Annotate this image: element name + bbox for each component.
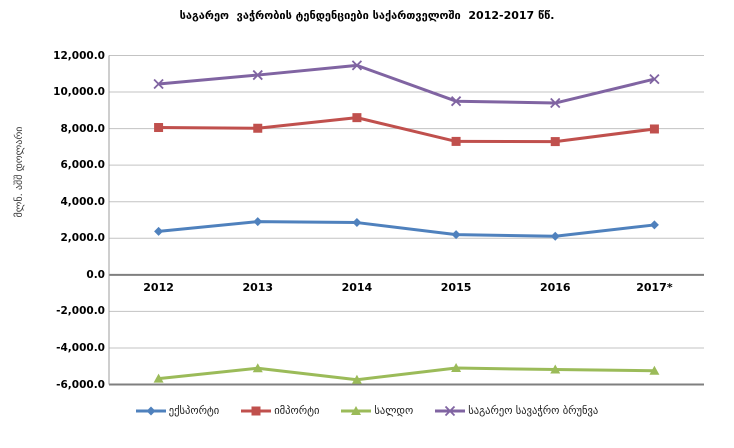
series-იმპორტი <box>154 113 659 147</box>
square-marker <box>550 137 560 147</box>
series-საგარეო სავაჭრო ბრუნვა <box>153 60 660 109</box>
y-tick-label: -2,000.0 <box>56 305 105 318</box>
x-marker <box>450 96 462 107</box>
triangle-marker <box>649 365 660 375</box>
x-marker <box>252 69 263 81</box>
square-marker <box>649 124 659 134</box>
x-tick-label: 2012 <box>143 281 174 294</box>
legend-item: სალდო <box>341 405 413 417</box>
series-line <box>158 220 655 238</box>
square-marker <box>352 113 362 123</box>
y-tick-label: 12,000.0 <box>53 49 105 62</box>
square-marker <box>451 136 461 146</box>
diamond-marker <box>253 217 263 227</box>
legend-label: ექსპორტი <box>168 405 220 417</box>
series-სალდო <box>153 363 660 384</box>
legend-marker <box>135 406 166 416</box>
diamond-marker <box>154 226 164 236</box>
legend-marker <box>341 406 372 415</box>
triangle-marker <box>351 406 362 415</box>
x-tick-label: 2016 <box>539 281 571 294</box>
y-tick-label: 6,000.0 <box>60 159 105 172</box>
triangle-marker <box>550 364 561 374</box>
series-line <box>158 116 655 144</box>
triangle-marker <box>451 363 462 373</box>
chart-title: საგარეო ვაჭრობის ტენდენციები საქართველოშ… <box>179 9 555 22</box>
legend-item: იმპორტი <box>241 405 319 417</box>
x-marker <box>351 60 363 71</box>
legend-marker <box>435 405 466 417</box>
diamond-marker <box>451 230 461 240</box>
y-tick-label: 4,000.0 <box>60 195 105 208</box>
x-marker <box>550 97 561 109</box>
y-tick-label: 2,000.0 <box>60 232 105 245</box>
series-line <box>158 63 655 105</box>
x-marker <box>445 405 456 417</box>
x-marker <box>153 78 164 90</box>
x-tick-label: 2013 <box>242 281 274 294</box>
square-marker <box>251 406 261 416</box>
square-marker <box>253 123 263 133</box>
square-marker <box>154 123 164 133</box>
legend-label: საგარეო სავაჭრო ბრუნვა <box>468 405 599 417</box>
legend-label: სალდო <box>374 405 414 417</box>
legend-label: იმპორტი <box>274 405 320 417</box>
legend: ექსპორტი იმპორტი სალდო საგარეო სავაჭრო ბრუნ… <box>0 401 734 421</box>
series-ექსპორტი <box>154 217 659 241</box>
diamond-marker <box>649 220 659 230</box>
legend-marker <box>241 406 272 416</box>
y-tick-label: 10,000.0 <box>53 86 105 99</box>
diamond-marker <box>146 406 156 416</box>
series-line <box>158 366 655 382</box>
legend-item: ექსპორტი <box>135 405 220 417</box>
triangle-marker <box>153 373 164 383</box>
x-tick-label: 2017* <box>636 281 673 294</box>
y-tick-label: 0.0 <box>86 268 105 281</box>
x-marker <box>649 73 660 85</box>
x-tick-label: 2015 <box>440 281 472 294</box>
y-tick-label: -6,000.0 <box>56 378 105 391</box>
diamond-marker <box>550 231 560 241</box>
x-tick-label: 2014 <box>341 281 373 294</box>
triangle-marker <box>252 363 263 373</box>
triangle-marker <box>351 374 362 384</box>
legend-item: საგარეო სავაჭრო ბრუნვა <box>435 405 598 417</box>
y-tick-label: 8,000.0 <box>60 122 105 135</box>
y-tick-label: -4,000.0 <box>56 341 105 354</box>
diamond-marker <box>352 218 362 228</box>
